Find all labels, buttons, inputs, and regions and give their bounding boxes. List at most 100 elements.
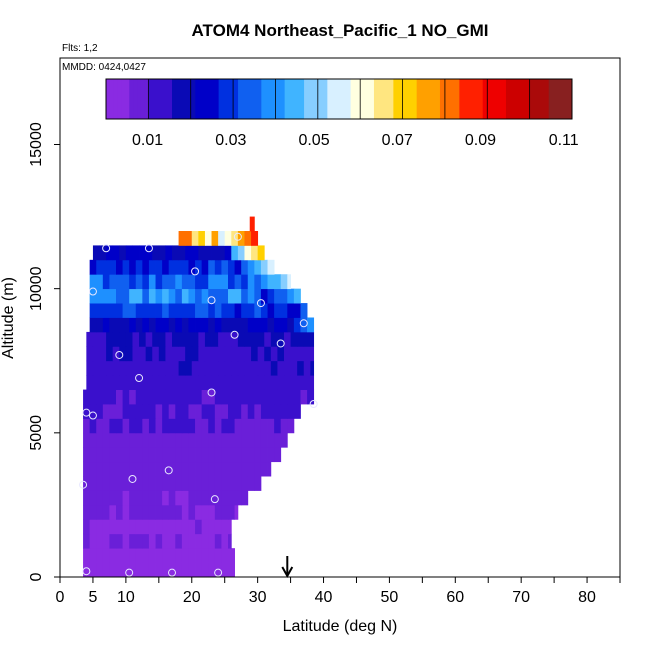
colorbar-segment xyxy=(307,79,313,119)
sample-point xyxy=(164,466,173,475)
heatmap-cell xyxy=(116,259,123,275)
heatmap-cell xyxy=(204,360,212,376)
heatmap-cell xyxy=(162,259,170,275)
heatmap-cell xyxy=(165,245,173,261)
heatmap-cell xyxy=(221,476,229,491)
heatmap-cell xyxy=(148,519,156,535)
heatmap-cell xyxy=(109,288,117,304)
heatmap-cell xyxy=(99,331,107,347)
heatmap-cell xyxy=(195,404,203,419)
heatmap-cell xyxy=(221,404,229,419)
sample-point xyxy=(276,339,285,348)
heatmap-cell xyxy=(267,432,275,448)
heatmap-cell xyxy=(175,562,183,578)
colorbar-segment xyxy=(389,79,394,119)
heatmap-cell xyxy=(89,562,97,578)
heatmap-cell xyxy=(175,519,183,535)
x-tick-label: 5 xyxy=(88,589,97,606)
heatmap-cell xyxy=(267,418,275,434)
heatmap-cell xyxy=(119,331,127,347)
heatmap-cell xyxy=(89,533,97,549)
heatmap-cell xyxy=(165,375,173,390)
heatmap-cell xyxy=(267,317,275,333)
heatmap-cell xyxy=(83,519,91,535)
heatmap-cell xyxy=(188,259,196,275)
colorbar-segment xyxy=(156,79,161,119)
sample-point xyxy=(144,244,153,253)
colorbar-segment xyxy=(137,79,142,119)
heatmap-cell xyxy=(284,346,291,362)
heatmap-cell xyxy=(139,375,147,390)
heatmap-cell xyxy=(148,562,156,578)
heatmap-cell xyxy=(257,346,265,362)
colorbar-segment xyxy=(509,79,515,119)
colorbar-segment xyxy=(230,79,235,119)
colorbar-segment xyxy=(478,79,484,119)
heatmap-cell xyxy=(175,418,183,434)
heatmap-cell xyxy=(102,389,110,405)
flights-label: Flts: 1,2 xyxy=(62,43,98,54)
heatmap-cell xyxy=(287,404,295,419)
heatmap-cell xyxy=(112,360,120,376)
heatmap-cell xyxy=(260,389,268,405)
heatmap-cell xyxy=(155,317,163,333)
heatmap-cell xyxy=(122,303,130,318)
heatmap-cell xyxy=(168,548,176,563)
heatmap-cell xyxy=(83,461,91,477)
heatmap-cell xyxy=(122,389,130,405)
heatmap-cell xyxy=(102,533,110,549)
heatmap-cell xyxy=(241,432,249,448)
sample-point xyxy=(88,411,97,420)
heatmap-cell xyxy=(168,447,176,463)
heatmap-cell xyxy=(267,259,275,275)
colorbar-segment xyxy=(370,79,375,119)
heatmap-cell xyxy=(260,288,268,304)
heatmap-cell xyxy=(122,490,130,506)
heatmap-cell xyxy=(89,404,97,419)
colorbar-tick-label: 0.11 xyxy=(549,132,579,149)
colorbar-segment xyxy=(471,79,476,119)
heatmap-cell xyxy=(188,303,196,318)
heatmap-cell xyxy=(270,360,278,376)
heatmap-cell xyxy=(251,231,259,246)
heatmap-cell xyxy=(168,317,176,333)
heatmap-cell xyxy=(241,447,249,463)
heatmap-cell xyxy=(249,216,255,232)
heatmap-cell xyxy=(102,461,110,477)
heatmap-cell xyxy=(290,360,298,376)
heatmap-cell xyxy=(109,432,117,448)
heatmap-cell xyxy=(148,490,156,506)
sample-point xyxy=(82,567,91,576)
colorbar-tick-label: 0.09 xyxy=(465,132,496,149)
colorbar-segment xyxy=(276,79,282,119)
colorbar-segment xyxy=(354,79,359,119)
heatmap-cell xyxy=(135,519,143,535)
heatmap-cell xyxy=(303,346,311,362)
heatmap-cell xyxy=(195,519,203,535)
heatmap-cell xyxy=(139,346,147,362)
colorbar-segment xyxy=(451,79,456,119)
heatmap-cell xyxy=(208,504,216,520)
heatmap-cell xyxy=(188,418,196,434)
heatmap-cell xyxy=(152,375,160,390)
heatmap-cell xyxy=(162,404,170,419)
heatmap-cell xyxy=(89,303,97,318)
heatmap-cell xyxy=(116,447,123,463)
heatmap-cell xyxy=(89,476,97,491)
heatmap-cell xyxy=(254,288,262,304)
heatmap-cell xyxy=(244,331,252,347)
heatmap-cell xyxy=(181,476,189,491)
colorbar-segment xyxy=(245,79,251,119)
heatmap-cell xyxy=(158,360,166,376)
heatmap-cell xyxy=(241,274,249,290)
heatmap-cell xyxy=(102,259,110,275)
heatmap-cell xyxy=(267,303,275,318)
heatmap-cell xyxy=(260,404,268,419)
heatmap-cell xyxy=(208,303,216,318)
heatmap-cell xyxy=(116,490,123,506)
heatmap-cell xyxy=(129,533,137,549)
heatmap-cell xyxy=(181,317,189,333)
heatmap-cell xyxy=(168,288,176,304)
heatmap-cell xyxy=(135,259,143,275)
heatmap-cell xyxy=(122,519,130,535)
